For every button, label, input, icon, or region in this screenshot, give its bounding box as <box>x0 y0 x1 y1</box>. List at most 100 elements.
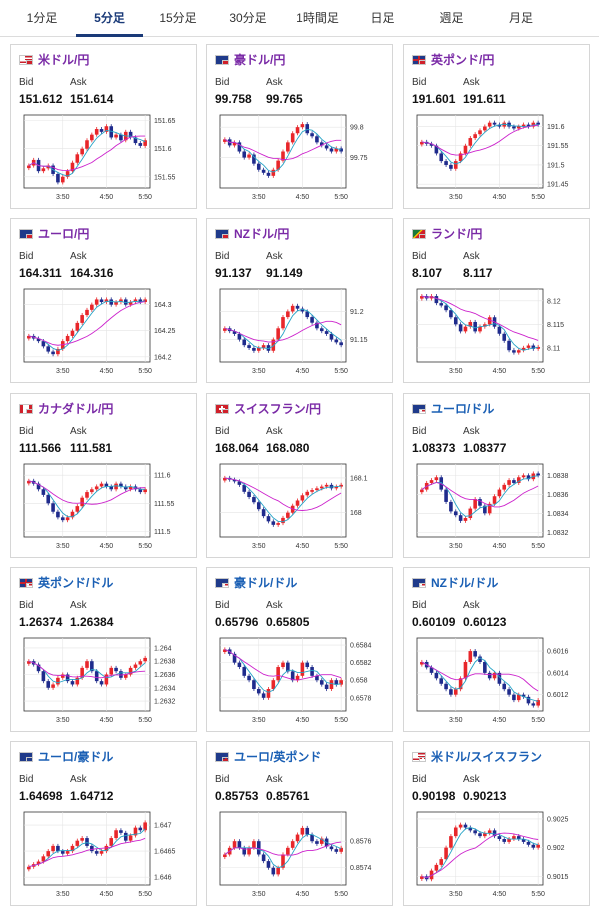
flag-icon <box>412 752 426 762</box>
flag-icon <box>19 752 33 762</box>
x-tick-label: 3:50 <box>449 717 463 724</box>
pair-link[interactable]: 米ドル/円 <box>19 52 190 68</box>
pair-link[interactable]: スイスフラン/円 <box>215 401 386 417</box>
chart-area[interactable]: 3:50 4:50 5:50 99.8 99.75 <box>219 113 389 203</box>
chart-area[interactable]: 3:50 4:50 5:50 0.6016 0.6014 0.6012 <box>416 636 586 726</box>
candle-body <box>473 499 477 509</box>
tab-5[interactable]: 1時間足 <box>296 11 339 25</box>
candle-body <box>223 139 227 142</box>
candle-body <box>90 661 94 672</box>
candle-body <box>104 483 109 487</box>
pair-link[interactable]: 米ドル/スイスフラン <box>412 749 583 765</box>
x-tick-label: 5:50 <box>138 368 152 375</box>
candle-body <box>492 496 497 504</box>
chart-area[interactable]: 3:50 4:50 5:50 168.1 168 <box>219 462 389 552</box>
candle-body <box>138 661 143 665</box>
chart-area[interactable]: 3:50 4:50 5:50 111.6 111.55 111.5 <box>23 462 193 552</box>
candle-body <box>276 160 280 170</box>
chart-area[interactable]: 3:50 4:50 5:50 0.8576 0.8574 <box>219 810 389 900</box>
bid-label: Bid <box>412 251 427 262</box>
bid-value: 111.566 <box>19 441 62 455</box>
y-tick-label: 1.6465 <box>154 849 176 856</box>
candle-body <box>319 328 324 332</box>
rate-card-aud-usd: 豪ドル/ドル Bid Ask 0.65796 0.65805 3:50 4:50 5:50 0.… <box>206 567 393 732</box>
flag-icon-secondary <box>419 409 426 414</box>
ma-long-line <box>224 649 342 681</box>
pair-link[interactable]: 豪ドル/ドル <box>215 575 386 591</box>
ma-short-line <box>224 308 342 350</box>
tab-7[interactable]: 週足 <box>439 11 464 25</box>
y-tick-label: 1.0836 <box>547 492 569 499</box>
candle-body <box>271 339 276 351</box>
pair-link[interactable]: カナダドル/円 <box>19 401 190 417</box>
pair-link[interactable]: ユーロ/豪ドル <box>19 749 190 765</box>
candle-body <box>334 148 339 152</box>
pair-link[interactable]: NZドル/ドル <box>412 575 583 591</box>
pair-link[interactable]: ランド/円 <box>412 226 583 242</box>
chart-area[interactable]: 3:50 4:50 5:50 91.2 91.15 <box>219 287 389 377</box>
candle-body <box>310 317 314 323</box>
candle-body <box>27 335 31 339</box>
candle-body <box>232 841 237 848</box>
candle-body <box>114 830 118 839</box>
pair-link[interactable]: ユーロ/英ポンド <box>215 749 386 765</box>
candle-body <box>276 867 280 875</box>
ask-label: Ask <box>463 251 480 262</box>
tab-8[interactable]: 月足 <box>508 11 533 25</box>
candle-body <box>290 841 295 848</box>
chart-area[interactable]: 3:50 4:50 5:50 1.647 1.6465 1.646 <box>23 810 193 900</box>
candle-body <box>41 856 46 862</box>
candle-body <box>310 133 314 137</box>
ask-value: 1.08377 <box>463 441 507 455</box>
pair-link[interactable]: NZドル/円 <box>215 226 386 242</box>
candle-body <box>468 321 473 327</box>
candle-body <box>104 299 109 303</box>
candle-body <box>223 854 227 858</box>
candle-body <box>453 317 458 325</box>
pair-link[interactable]: 英ポンド/ドル <box>19 575 190 591</box>
bid-value: 0.90198 <box>412 789 456 803</box>
tab-1[interactable]: 1分足 <box>26 11 58 25</box>
tab-2[interactable]: 5分足 <box>76 0 143 37</box>
tab-6[interactable]: 日足 <box>370 11 395 25</box>
bid-value: 164.311 <box>19 266 62 280</box>
candle-body <box>473 651 477 657</box>
ask-value: 0.60123 <box>463 615 507 629</box>
candlestick-chart: 3:50 4:50 5:50 191.6 191.55 191.5 191.45 <box>416 114 569 201</box>
y-tick-label: 1.2636 <box>154 672 176 679</box>
pair-link[interactable]: 豪ドル/円 <box>215 52 386 68</box>
chart-area[interactable]: 3:50 4:50 5:50 1.0838 1.0836 1.0834 1.0832 <box>416 462 586 552</box>
chart-area[interactable]: 3:50 4:50 5:50 8.12 8.115 8.11 <box>416 287 586 377</box>
candle-body <box>315 136 319 143</box>
chart-area[interactable]: 3:50 4:50 5:50 0.9025 0.902 0.9015 <box>416 810 586 900</box>
candle-body <box>36 861 41 865</box>
candle-body <box>300 495 305 501</box>
chart-area[interactable]: 3:50 4:50 5:50 1.264 1.2638 1.2636 1.2634 1.263… <box>23 636 193 726</box>
candle-body <box>463 326 468 332</box>
bid-value: 0.65796 <box>215 615 259 629</box>
pair-link[interactable]: ユーロ/円 <box>19 226 190 242</box>
x-tick-label: 3:50 <box>56 891 70 898</box>
candle-body <box>444 683 448 690</box>
rate-card-gbp-usd: 英ポンド/ドル Bid Ask 1.26374 1.26384 3:50 4:50 5:50 1… <box>10 567 197 732</box>
tab-3[interactable]: 15分足 <box>159 11 197 25</box>
y-tick-label: 1.264 <box>154 645 172 652</box>
ma-short-line <box>28 300 146 351</box>
chart-area[interactable]: 3:50 4:50 5:50 164.3 164.25 164.2 <box>23 287 193 377</box>
candle-body <box>65 335 70 342</box>
tab-4[interactable]: 30分足 <box>229 11 267 25</box>
ask-label: Ask <box>70 251 87 262</box>
candle-body <box>27 661 31 664</box>
candle-body <box>305 827 310 835</box>
pair-link[interactable]: 英ポンド/円 <box>412 52 583 68</box>
chart-area[interactable]: 3:50 4:50 5:50 0.6584 0.6582 0.658 0.6578 <box>219 636 389 726</box>
chart-area[interactable]: 3:50 4:50 5:50 151.65 151.6 151.55 <box>23 113 193 203</box>
chart-area[interactable]: 3:50 4:50 5:50 191.6 191.55 191.5 191.45 <box>416 113 586 203</box>
x-tick-label: 4:50 <box>100 368 114 375</box>
flag-icon <box>215 578 229 588</box>
candle-body <box>65 517 70 521</box>
pair-link[interactable]: ユーロ/ドル <box>412 401 583 417</box>
candle-body <box>114 302 118 305</box>
ma-short-line <box>421 827 539 879</box>
candle-body <box>483 661 487 673</box>
